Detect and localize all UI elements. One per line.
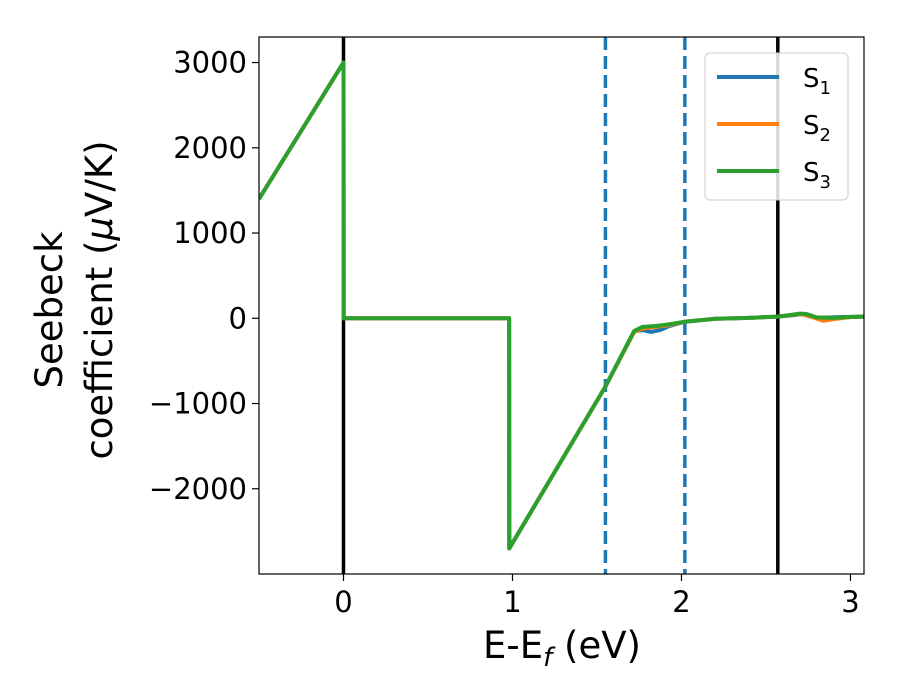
y-axis-label-line1: Seebeck <box>28 231 71 389</box>
y-tick-label: 0 <box>229 301 247 335</box>
series-line-s3 <box>259 60 864 551</box>
x-tick-label: 2 <box>672 585 690 619</box>
x-axis-label: E-Ef (eV) <box>483 624 641 673</box>
x-tick-label: 0 <box>334 585 352 619</box>
y-tick-label: 2000 <box>173 131 247 165</box>
y-tick-label: −2000 <box>149 472 247 506</box>
y-axis-ticks: 3000 2000 1000 0 −1000 −2000 <box>149 46 259 506</box>
legend-box <box>704 52 849 201</box>
y-tick-label: 3000 <box>173 46 247 80</box>
plot-area-frame <box>258 36 865 575</box>
x-axis-ticks: 0 1 2 3 <box>334 574 860 619</box>
legend: S1 S2 S3 <box>704 52 849 201</box>
legend-label-s3: S3 <box>803 158 831 193</box>
legend-label-s2: S2 <box>803 111 831 146</box>
legend-label-s1: S1 <box>803 64 831 99</box>
x-tick-label: 1 <box>503 585 521 619</box>
x-tick-label: 3 <box>841 585 859 619</box>
series-lines <box>259 60 864 551</box>
y-tick-label: 1000 <box>173 216 247 250</box>
y-tick-label: −1000 <box>149 387 247 421</box>
y-axis-label-line2: coefficient (μV/K) <box>78 140 121 459</box>
